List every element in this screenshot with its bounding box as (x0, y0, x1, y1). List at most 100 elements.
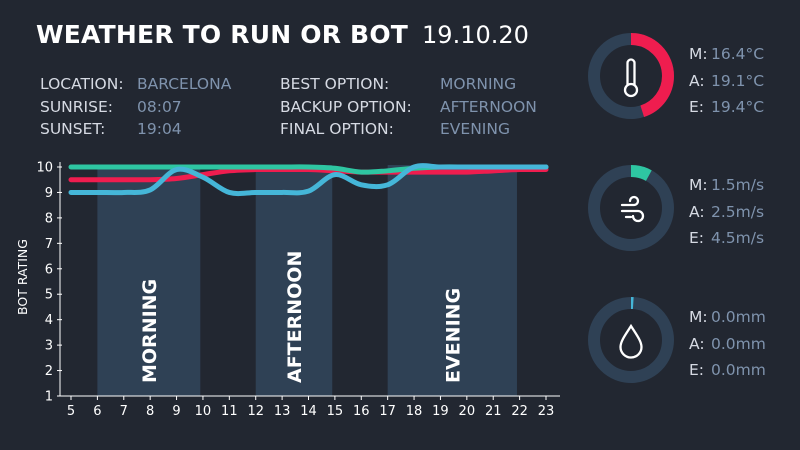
y-axis-label: BOT RATING (15, 239, 30, 315)
x-tick-label: 11 (221, 404, 238, 419)
reading-row: A: 19.1°C (689, 68, 764, 95)
x-tick-label: 18 (406, 404, 423, 419)
x-tick-label: 9 (172, 404, 180, 419)
temperature-gauge (588, 33, 674, 119)
gauge-fill (588, 33, 674, 119)
reading-row: E: 0.0mm (689, 357, 766, 384)
gauge-ring (588, 297, 674, 383)
reading-row: A: 0.0mm (689, 331, 766, 358)
band-label: AFTERNOON (284, 251, 306, 383)
sunset-value: 19:04 (137, 120, 182, 138)
x-tick-label: 6 (93, 404, 101, 419)
reading-key: E: (689, 229, 705, 247)
x-tick-label: 10 (195, 404, 212, 419)
reading-value: 2.5m/s (711, 202, 765, 221)
x-tick-label: 23 (538, 404, 555, 419)
blue-series-line (68, 163, 549, 197)
reading-row: E: 4.5m/s (689, 225, 764, 252)
band-label: MORNING (139, 279, 161, 383)
reading-key: A: (689, 202, 705, 221)
reading-row: M: 16.4°C (689, 41, 764, 68)
reading-key: A: (689, 71, 705, 90)
gauge-ring (588, 165, 674, 251)
reading-value: 19.4°C (711, 98, 765, 116)
reading-key: M: (689, 45, 708, 63)
x-tick-label: 17 (379, 404, 396, 419)
sunset-label: SUNSET: (40, 120, 106, 138)
gauge-fill (588, 165, 674, 251)
y-tick-label: 2 (45, 364, 53, 379)
temperature-readings: M: 16.4°C A: 19.1°C E: 19.4°C (689, 41, 764, 121)
location-label: LOCATION: (40, 75, 124, 93)
date-label: 19.10.20 (422, 21, 529, 49)
reading-key: A: (689, 334, 705, 353)
location-row: LOCATION: BARCELONA (40, 73, 231, 96)
backup-option-value: AFTERNOON (440, 97, 537, 116)
x-tick-label: 7 (120, 404, 128, 419)
x-tick-label: 14 (300, 404, 317, 419)
final-option-label: FINAL OPTION: (280, 120, 394, 138)
reading-value: 1.5m/s (711, 176, 765, 194)
best-option-value: MORNING (440, 75, 517, 93)
backup-option-row: BACKUP OPTION: AFTERNOON (280, 96, 537, 119)
reading-value: 0.0mm (711, 308, 766, 326)
best-option-row: BEST OPTION: MORNING (280, 73, 537, 96)
location-info: LOCATION: BARCELONA SUNRISE: 08:07 SUNSE… (40, 73, 231, 141)
y-tick-label: 3 (45, 339, 53, 354)
header: WEATHER TO RUN OR BOT 19.10.20 (36, 20, 529, 54)
x-tick-label: 22 (511, 404, 528, 419)
thermometer-icon (623, 58, 639, 98)
x-tick-label: 16 (353, 404, 370, 419)
reading-key: M: (689, 176, 708, 194)
rain-gauge (588, 297, 674, 383)
reading-row: A: 2.5m/s (689, 199, 764, 226)
reading-value: 16.4°C (711, 45, 765, 63)
sunrise-label: SUNRISE: (40, 97, 113, 116)
x-tick-label: 19 (432, 404, 449, 419)
y-tick-label: 8 (45, 211, 53, 226)
wind-readings: M: 1.5m/s A: 2.5m/s E: 4.5m/s (689, 172, 764, 252)
final-option-row: FINAL OPTION: EVENING (280, 118, 537, 141)
rain-readings: M: 0.0mm A: 0.0mm E: 0.0mm (689, 304, 766, 384)
reading-row: M: 1.5m/s (689, 172, 764, 199)
wind-icon (620, 195, 645, 223)
reading-row: E: 19.4°C (689, 94, 764, 121)
x-tick-label: 15 (327, 404, 344, 419)
reading-row: M: 0.0mm (689, 304, 766, 331)
x-tick-label: 21 (485, 404, 502, 419)
y-tick-label: 7 (45, 237, 53, 252)
final-option-value: EVENING (440, 120, 510, 138)
reading-value: 19.1°C (711, 71, 765, 90)
time-band (255, 165, 333, 396)
location-value: BARCELONA (137, 75, 232, 93)
reading-value: 4.5m/s (711, 229, 765, 247)
wind-gauge (588, 165, 674, 251)
sunrise-row: SUNRISE: 08:07 (40, 96, 231, 119)
reading-key: M: (689, 308, 708, 326)
options-info: BEST OPTION: MORNING BACKUP OPTION: AFTE… (280, 73, 537, 141)
time-band (97, 165, 201, 396)
y-tick-label: 6 (45, 262, 53, 277)
x-tick-label: 13 (274, 404, 291, 419)
y-tick-label: 5 (45, 288, 53, 303)
red-series-line (68, 166, 549, 183)
reading-key: E: (689, 98, 705, 116)
y-tick-label: 4 (45, 313, 53, 328)
y-tick-label: 10 (36, 161, 53, 176)
reading-value: 0.0mm (711, 334, 766, 353)
drop-icon (619, 323, 643, 359)
x-tick-label: 20 (459, 404, 476, 419)
x-tick-label: 5 (67, 404, 75, 419)
backup-option-label: BACKUP OPTION: (280, 97, 412, 116)
gauge-fill (588, 297, 674, 383)
y-tick-label: 1 (45, 390, 53, 405)
page-title: WEATHER TO RUN OR BOT (36, 20, 409, 49)
x-tick-label: 12 (247, 404, 264, 419)
band-label: EVENING (442, 288, 464, 383)
y-tick-label: 9 (45, 186, 53, 201)
sunset-row: SUNSET: 19:04 (40, 118, 231, 141)
x-tick-label: 8 (146, 404, 154, 419)
reading-key: E: (689, 361, 705, 379)
sunrise-value: 08:07 (137, 97, 182, 116)
